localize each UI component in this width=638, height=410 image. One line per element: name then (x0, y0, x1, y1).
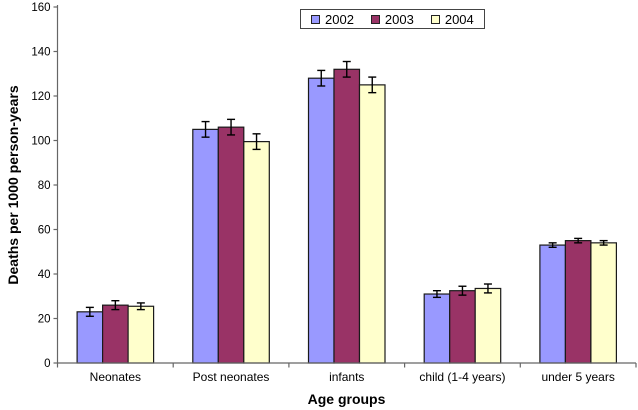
bar-2002-under-5-years (539, 244, 567, 364)
x-axis-title: Age groups (307, 391, 386, 407)
legend-item-2002: 2002 (311, 13, 354, 26)
legend-label-2002: 2002 (325, 11, 354, 27)
bar-2003-neonates (101, 304, 129, 364)
legend-item-2003: 2003 (370, 11, 414, 27)
bar-2003-child-1-4-years (449, 290, 476, 364)
bar-2004-post-neonates (243, 141, 270, 364)
y-tick-label-0: 0 (44, 358, 50, 370)
legend-marker-2002-icon (311, 14, 320, 24)
legend-marker-2004-icon (430, 14, 440, 24)
legend-label-2004: 2004 (444, 11, 474, 27)
bar-2004-under-5-years (590, 242, 618, 364)
bar-2002-post-neonates (192, 128, 219, 364)
y-tick-label-140: 140 (31, 47, 50, 59)
bar-2003-infants (333, 68, 361, 364)
y-axis-title: Deaths per 1000 person-years (5, 85, 21, 285)
bar-2004-child-1-4-years (474, 287, 502, 364)
legend-marker-2003-icon (370, 14, 380, 24)
legend: 2002 2003 2004 (300, 9, 485, 29)
y-tick-label-60: 60 (38, 225, 51, 237)
category-label-post-neonates: Post neonates (193, 370, 270, 384)
y-tick-label-100: 100 (31, 136, 50, 148)
bar-2004-infants (358, 84, 386, 364)
category-label-child-1-4-years: child (1-4 years) (419, 370, 505, 384)
y-tick-label-80: 80 (38, 180, 51, 192)
legend-label-2003: 2003 (384, 11, 414, 27)
category-label-neonates: Neonates (90, 370, 141, 384)
bar-2003-post-neonates (217, 126, 245, 364)
bar-2004-neonates (127, 305, 155, 364)
category-label-infants: infants (329, 370, 364, 384)
y-tick-label-120: 120 (31, 91, 50, 103)
bar-2003-under-5-years (564, 240, 592, 364)
category-label-under-5-years: under 5 years (541, 370, 614, 384)
y-tick-label-40: 40 (38, 269, 51, 281)
bar-2002-child-1-4-years (423, 293, 451, 364)
y-tick-label-160: 160 (31, 2, 50, 14)
bar-2002-neonates (76, 311, 104, 364)
y-tick-label-20: 20 (38, 314, 51, 326)
bar-2002-infants (307, 77, 335, 364)
legend-item-2004: 2004 (430, 11, 474, 27)
